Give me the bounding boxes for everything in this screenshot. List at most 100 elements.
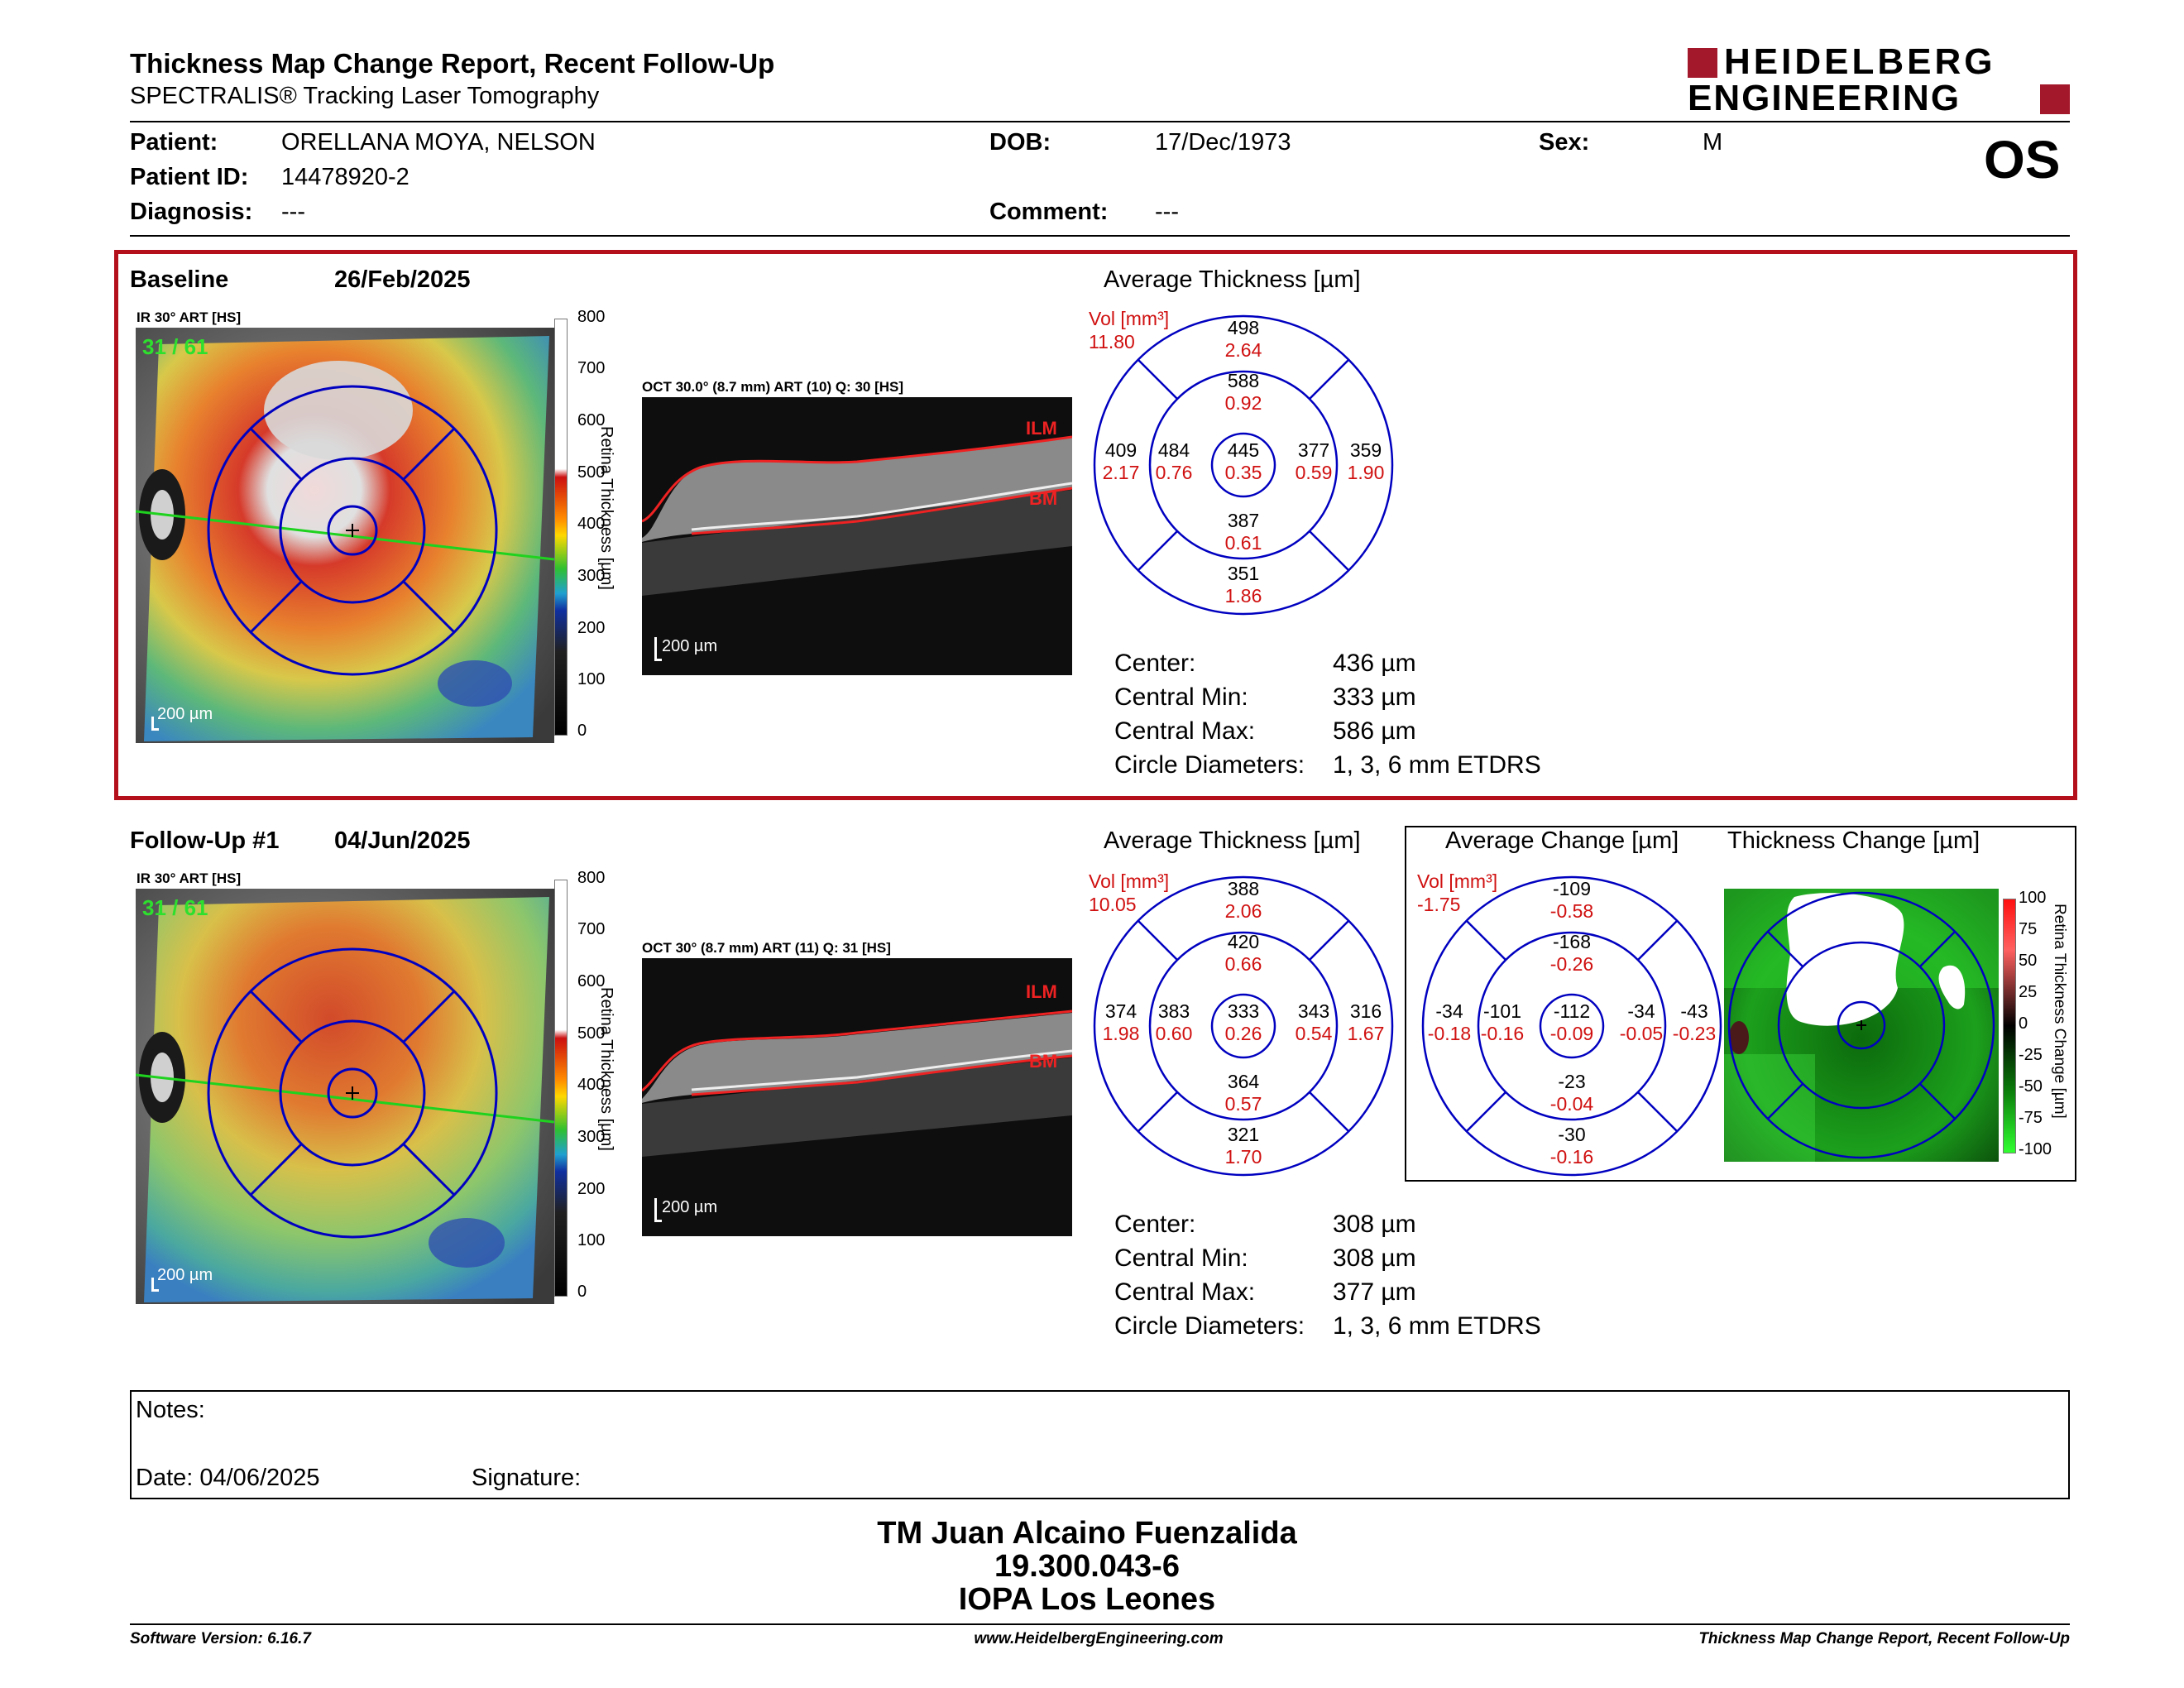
sector-thickness: -112 [1553, 1000, 1591, 1022]
followup-colorbar [554, 880, 568, 1297]
cb-tick: 500 [577, 463, 606, 482]
dob-value: 17/Dec/1973 [1155, 129, 1291, 156]
change-sector-outer-inf: -30 -0.16 [1522, 1124, 1621, 1168]
sector-volume: 0.92 [1224, 392, 1262, 414]
sector-thickness: 316 [1349, 1000, 1382, 1022]
notes-box[interactable] [130, 1390, 2070, 1499]
change-vol-label: Vol [mm³] [1417, 870, 1498, 892]
sector-thickness: 333 [1227, 1000, 1260, 1022]
sector-thickness: 321 [1227, 1124, 1260, 1145]
sector-thickness: -109 [1552, 878, 1592, 899]
thickness-change-title: Thickness Change [µm] [1727, 827, 1980, 854]
patient-divider [130, 235, 2070, 237]
followup-bm-label: BM [1029, 1051, 1058, 1072]
change-box [1405, 826, 2076, 1182]
cb-tick: 75 [2019, 920, 2038, 938]
followup-sector-outer-inf: 321 1.70 [1194, 1124, 1293, 1168]
central-min-value: 333 µm [1333, 683, 1416, 711]
patient-label: Patient: [130, 129, 218, 156]
baseline-sector-outer-temp: 409 2.17 [1094, 439, 1148, 484]
change-etdrs-grid [1421, 875, 1722, 1177]
baseline-sector-center: 445 0.35 [1210, 439, 1276, 484]
center-value: 436 µm [1333, 650, 1416, 677]
followup-oct-scan [641, 958, 1073, 1236]
baseline-colorbar-ticks: 800 700 600 500 400 300 200 100 0 [577, 308, 611, 746]
baseline-sector-outer-inf: 351 1.86 [1194, 563, 1293, 607]
sector-thickness: -34 [1627, 1000, 1655, 1022]
sector-thickness: 588 [1227, 370, 1260, 391]
sector-thickness: 374 [1104, 1000, 1138, 1022]
website-link[interactable]: www.HeidelbergEngineering.com [974, 1630, 1224, 1647]
baseline-ilm-label: ILM [1026, 418, 1057, 439]
followup-ir-scale-tick [151, 1278, 159, 1292]
sector-volume: -0.16 [1549, 1146, 1594, 1168]
sector-volume: -0.09 [1549, 1023, 1594, 1044]
sector-thickness: 359 [1349, 439, 1382, 461]
followup-avg-thickness-title: Average Thickness [µm] [1104, 827, 1361, 854]
followup-sector-inner-sup: 420 0.66 [1194, 931, 1293, 976]
diagnosis-label: Diagnosis: [130, 199, 253, 225]
sector-thickness: 383 [1157, 1000, 1190, 1022]
sector-volume: -0.58 [1549, 900, 1594, 922]
followup-vol-value: 10.05 [1089, 894, 1137, 915]
sector-thickness: -101 [1482, 1000, 1522, 1022]
software-version: Software Version: 6.16.7 [130, 1630, 311, 1647]
sector-volume: -0.05 [1619, 1023, 1664, 1044]
cb-tick: 400 [577, 515, 606, 533]
followup-ilm-label: ILM [1026, 981, 1057, 1002]
followup-ir-counter: 31 / 61 [142, 895, 208, 920]
change-colorbar-ticks: 100 75 50 25 0 -25 -50 -75 -100 [2019, 889, 2057, 1162]
circle-diameters-label: Circle Diameters: [1114, 751, 1305, 779]
logo-line-2: ENGINEERING [1688, 78, 1961, 118]
followup-thickness-map [135, 889, 555, 1304]
sector-volume: 0.54 [1295, 1023, 1333, 1044]
circle-diameters-value: 1, 3, 6 mm ETDRS [1333, 751, 1541, 779]
sector-thickness: 387 [1227, 510, 1260, 531]
eye-label: OS [1984, 130, 2061, 189]
dob-label: DOB: [989, 129, 1051, 156]
baseline-ir-scale-tick [151, 717, 159, 731]
logo-square-bottom [2040, 84, 2070, 114]
sector-volume: -0.23 [1672, 1023, 1717, 1044]
logo-line-1: HEIDELBERG [1724, 41, 1996, 82]
baseline-colorbar-title: Retina Thickness [µm] [597, 426, 615, 590]
cb-tick: -100 [2019, 1140, 2052, 1158]
cb-tick: 800 [577, 308, 606, 326]
baseline-avg-thickness-title: Average Thickness [µm] [1104, 266, 1361, 293]
change-vol-value: -1.75 [1417, 894, 1461, 915]
sector-volume: 2.17 [1102, 462, 1140, 483]
sector-thickness: 484 [1157, 439, 1190, 461]
central-min-label: Central Min: [1114, 683, 1248, 711]
change-sector-outer-temp: -34 -0.18 [1421, 1000, 1478, 1045]
heidelberg-logo: HEIDELBERG ENGINEERING [1688, 41, 2070, 118]
sector-volume: -0.04 [1549, 1093, 1594, 1115]
sector-volume: 0.35 [1224, 462, 1262, 483]
change-sector-inner-sup: -168 -0.26 [1522, 931, 1621, 976]
cb-tick: 100 [2019, 889, 2047, 907]
cb-tick: 500 [577, 1024, 606, 1043]
sector-thickness: 388 [1227, 878, 1260, 899]
sector-volume: 0.26 [1224, 1023, 1262, 1044]
central-max-value: 586 µm [1333, 717, 1416, 745]
sector-volume: 0.57 [1224, 1093, 1262, 1115]
signer-place: IOPA Los Leones [958, 1582, 1216, 1617]
sector-thickness: -23 [1558, 1071, 1586, 1092]
center-value: 308 µm [1333, 1211, 1416, 1238]
sector-thickness: 343 [1297, 1000, 1330, 1022]
patient-id-label: Patient ID: [130, 164, 249, 190]
baseline-vol-label: Vol [mm³] [1089, 308, 1170, 329]
followup-vol-label: Vol [mm³] [1089, 870, 1170, 892]
cb-tick: 200 [577, 1180, 606, 1198]
cb-tick: 600 [577, 411, 606, 429]
baseline-oct-label: OCT 30.0° (8.7 mm) ART (10) Q: 30 [HS] [642, 379, 904, 395]
sector-volume: 1.98 [1102, 1023, 1140, 1044]
report-subtitle: SPECTRALIS® Tracking Laser Tomography [130, 83, 600, 109]
sector-thickness: 420 [1227, 931, 1260, 952]
followup-oct-label: OCT 30° (8.7 mm) ART (11) Q: 31 [HS] [642, 940, 891, 956]
patient-id: 14478920-2 [281, 164, 410, 190]
cb-tick: 25 [2019, 983, 2038, 1001]
center-label: Center: [1114, 1211, 1196, 1238]
comment-label: Comment: [989, 199, 1109, 225]
notes-label: Notes: [136, 1397, 205, 1423]
followup-sector-inner-temp: 383 0.60 [1145, 1000, 1203, 1045]
